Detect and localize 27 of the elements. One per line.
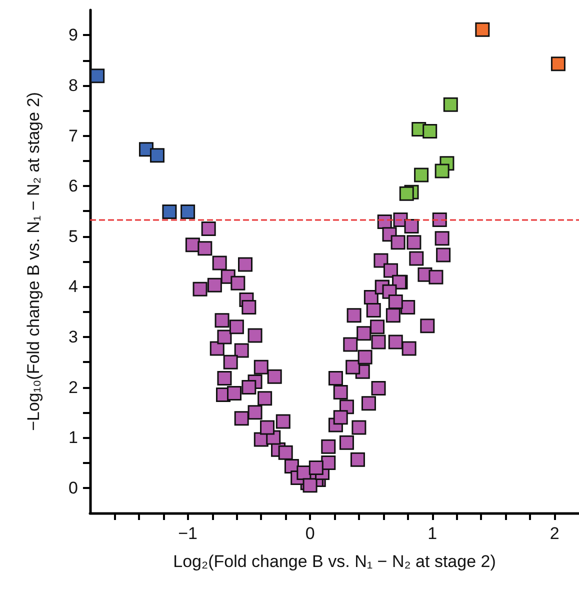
x-axis-title: Log₂(Fold change B vs. N₁ − N₂ at stage 2) [173,552,496,571]
point [434,164,450,178]
point [422,124,438,138]
y-tick-label: 2 [68,378,78,397]
y-tick-label: 6 [68,176,78,196]
y-tick-label: 3 [68,327,78,346]
y-tick-label: 9 [68,26,78,45]
point [162,204,177,219]
point [475,22,490,37]
x-tick-label: −1 [178,524,198,543]
x-tick-label: 0 [305,524,315,543]
y-tick-label: 5 [68,226,78,246]
y-tick-label: 7 [68,126,78,146]
y-tick-label: 1 [68,428,78,448]
point [90,68,105,84]
y-axis-title: −Log₁₀(Fold change B vs. N₁ − N₂ at stage 2) [24,92,43,431]
y-tick-label: 0 [68,478,78,498]
x-tick-label: 1 [428,524,438,543]
y-tick-label: 8 [68,76,78,95]
x-tick-label: 2 [550,524,560,543]
point [550,56,566,72]
point [443,97,458,112]
point [150,148,164,163]
point [180,204,196,219]
point [399,186,414,201]
y-tick-label: 4 [68,277,78,296]
point [414,168,429,182]
